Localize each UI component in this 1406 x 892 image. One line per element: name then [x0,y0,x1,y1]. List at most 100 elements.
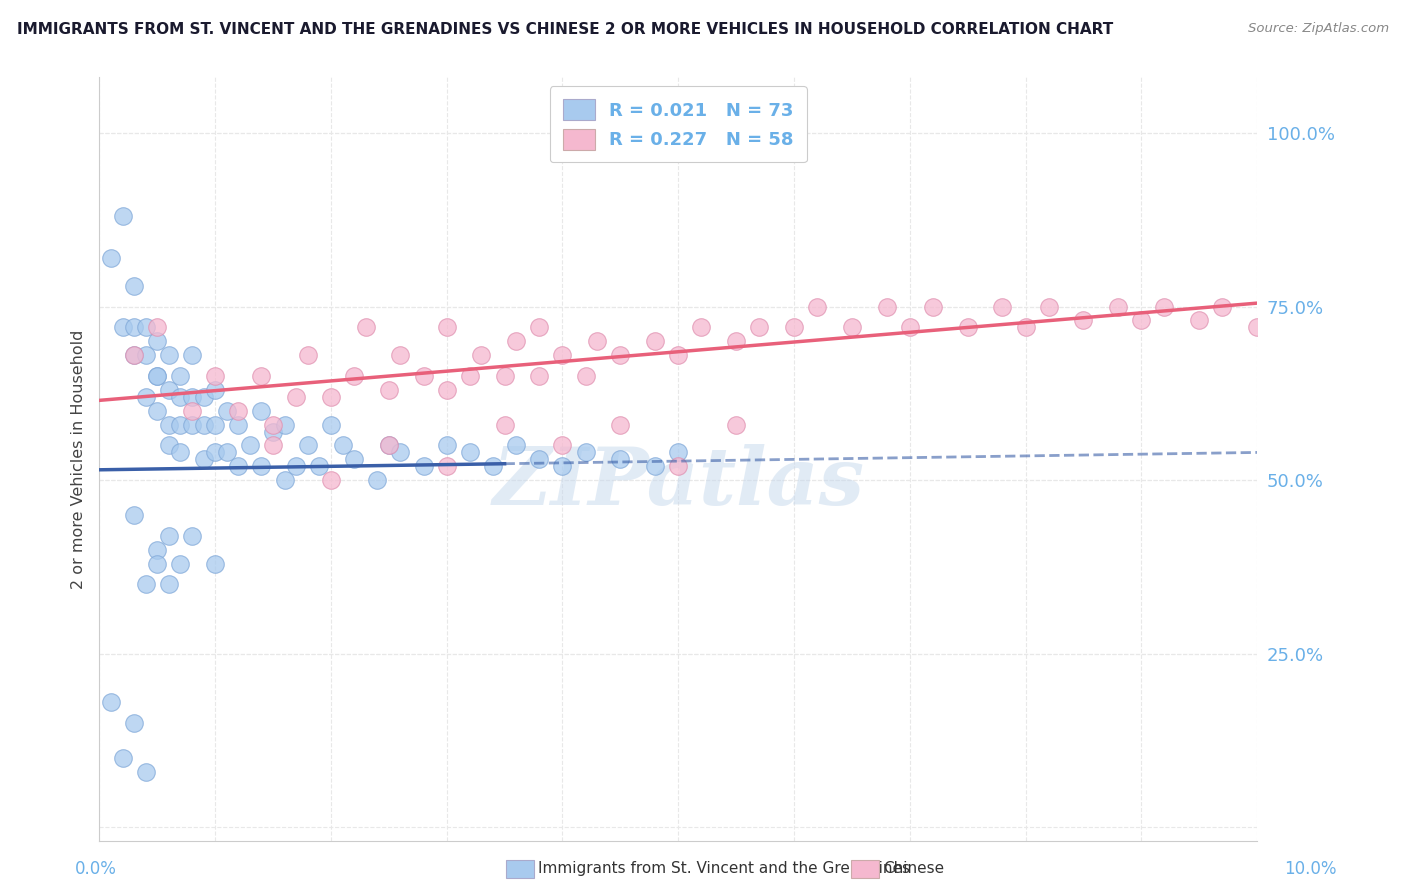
Point [285,390,308,404]
Point [436,438,458,452]
Point [666,348,689,362]
Point [1038,300,1060,314]
Point [273,473,295,487]
Point [308,459,330,474]
Point [122,278,145,293]
Point [181,417,204,432]
Point [575,445,598,459]
Point [169,557,191,571]
Point [273,417,295,432]
Point [458,369,481,384]
Point [343,369,366,384]
Text: Source: ZipAtlas.com: Source: ZipAtlas.com [1249,22,1389,36]
Point [1153,300,1175,314]
Point [111,751,134,765]
Point [146,334,169,349]
Point [806,300,828,314]
Point [529,452,551,467]
Text: ZIPatlas: ZIPatlas [492,443,865,521]
Point [228,417,250,432]
Point [111,210,134,224]
Point [644,334,666,349]
Point [956,320,979,334]
Text: Immigrants from St. Vincent and the Grenadines: Immigrants from St. Vincent and the Gren… [538,862,911,876]
Point [122,348,145,362]
Point [575,369,598,384]
Point [412,369,434,384]
Point [122,716,145,731]
Point [135,577,157,591]
Point [204,557,226,571]
Point [262,438,284,452]
Point [146,542,169,557]
Point [146,369,169,384]
Point [135,348,157,362]
Point [157,438,180,452]
Point [157,417,180,432]
Point [297,438,319,452]
Point [146,369,169,384]
Point [332,438,354,452]
Point [609,348,631,362]
Point [529,369,551,384]
Point [436,459,458,474]
Point [666,445,689,459]
Point [876,300,898,314]
Point [389,348,412,362]
Point [1073,313,1095,327]
Point [204,445,226,459]
Point [122,508,145,522]
Point [1014,320,1036,334]
Point [215,445,238,459]
Point [100,251,122,265]
Point [436,383,458,397]
Point [922,300,945,314]
Point [505,438,527,452]
Text: 0.0%: 0.0% [75,860,117,878]
Point [204,383,226,397]
Point [122,348,145,362]
Point [389,445,412,459]
Point [378,438,401,452]
Point [725,417,748,432]
Point [157,529,180,543]
Point [100,695,122,709]
Point [157,383,180,397]
Point [644,459,666,474]
Point [285,459,308,474]
Point [690,320,713,334]
Point [412,459,434,474]
Point [609,452,631,467]
Point [250,404,273,418]
Point [193,390,215,404]
Point [169,445,191,459]
Point [250,369,273,384]
Point [250,459,273,474]
Point [378,438,401,452]
Point [215,404,238,418]
Point [146,404,169,418]
Point [609,417,631,432]
Point [551,438,574,452]
Point [354,320,377,334]
Point [146,557,169,571]
Point [586,334,609,349]
Text: 10.0%: 10.0% [1284,860,1337,878]
Text: Chinese: Chinese [883,862,943,876]
Point [343,452,366,467]
Point [169,417,191,432]
Point [181,529,204,543]
Point [135,764,157,779]
Point [666,459,689,474]
Point [228,459,250,474]
Point [262,417,284,432]
Point [1188,313,1211,327]
Point [319,473,342,487]
Point [111,320,134,334]
Point [482,459,505,474]
Point [319,417,342,432]
Point [135,320,157,334]
Point [204,417,226,432]
Point [181,390,204,404]
Point [505,334,527,349]
